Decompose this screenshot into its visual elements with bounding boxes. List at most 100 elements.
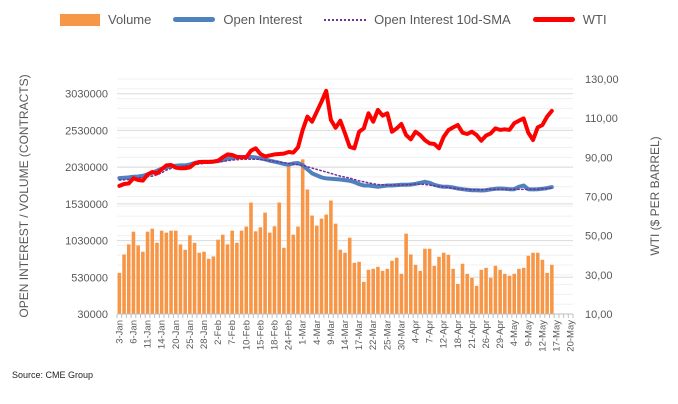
x-tick-label: 24-Feb (284, 320, 295, 350)
volume-bar (498, 269, 502, 314)
series-lines (117, 88, 554, 193)
volume-bars (117, 159, 554, 314)
volume-bar (394, 257, 399, 314)
volume-bar (526, 255, 531, 314)
volume-bar (390, 260, 394, 314)
legend-label: Volume (108, 12, 152, 27)
legend-swatch-volume (60, 13, 100, 26)
volume-bar (169, 230, 173, 314)
volume-bar (503, 273, 507, 314)
volume-bar (315, 225, 319, 314)
y-tick-label: 30000 (77, 309, 108, 321)
x-tick-label: 2-Feb (213, 320, 224, 345)
x-tick-label: 17-May (552, 320, 563, 352)
legend-label: Open Interest (223, 12, 303, 27)
volume-bar (230, 230, 234, 314)
x-tick-label: 10-Feb (241, 320, 252, 350)
volume-bar (263, 212, 267, 314)
wti-line (117, 88, 554, 188)
volume-bar (117, 272, 122, 314)
volume-bar (150, 228, 155, 314)
volume-bar (122, 254, 126, 314)
volume-bar (211, 256, 216, 314)
x-tick-label: 30-Mar (396, 320, 407, 350)
volume-bar (258, 227, 263, 314)
volume-bar (474, 285, 479, 314)
volume-bar (550, 264, 554, 314)
volume-bar (183, 249, 187, 314)
x-tick-label: 21-Apr (467, 320, 478, 349)
volume-bar (423, 248, 427, 314)
volume-bar (512, 273, 517, 314)
volume-bar (235, 242, 239, 314)
volume-bar (338, 249, 343, 314)
volume-bar (376, 266, 380, 314)
volume-bar (324, 214, 328, 314)
volume-bar (521, 267, 526, 314)
legend-swatch-open-interest (173, 17, 216, 22)
y-tick-label: 1530000 (65, 199, 108, 211)
volume-bar (202, 251, 206, 314)
volume-bar (178, 244, 183, 314)
volume-bar (432, 265, 437, 314)
volume-bar (310, 215, 314, 314)
volume-bar (385, 268, 390, 314)
x-tick-label: 26-Apr (481, 320, 492, 349)
x-tick-label: 9-Mar (326, 320, 337, 345)
volume-bar (446, 254, 451, 314)
x-tick-label: 28-Jan (199, 320, 210, 349)
volume-bar (225, 244, 230, 314)
x-tick-label: 14-Mar (340, 320, 351, 350)
volume-bar (352, 262, 357, 314)
volume-bar (380, 270, 385, 314)
volume-bar (206, 258, 211, 314)
volume-bar (441, 252, 446, 314)
volume-bar (517, 268, 521, 314)
volume-bar (197, 252, 202, 314)
volume-bar (366, 269, 371, 314)
x-tick-label: 20-Jan (171, 320, 182, 349)
volume-bar (484, 267, 488, 314)
volume-bar (192, 242, 197, 314)
volume-bar (305, 189, 310, 314)
x-tick-label: 7-Feb (227, 320, 238, 345)
x-tick-label: 6-Jan (128, 320, 139, 344)
x-tick-label: 14-Jan (157, 320, 168, 349)
x-tick-label: 17-Mar (354, 320, 365, 350)
volume-bar (249, 202, 253, 314)
volume-bar (300, 159, 305, 314)
volume-bar (488, 277, 493, 314)
volume-bar (470, 277, 474, 314)
y2-tick-label: 70,00 (585, 192, 613, 204)
volume-bar (545, 272, 549, 314)
volume-bar (216, 239, 220, 314)
volume-bar (164, 232, 169, 314)
volume-bar (126, 244, 131, 314)
x-tick-label: 22-Mar (368, 320, 379, 350)
volume-bar (155, 242, 159, 314)
y-tick-label: 1030000 (65, 236, 108, 248)
x-tick-label: 25-Jan (185, 320, 196, 349)
legend-swatch-wti (532, 17, 575, 22)
x-tick-label: 12-May (537, 320, 548, 352)
legend-item-wti: WTI (532, 12, 607, 27)
volume-bar (319, 218, 324, 314)
x-tick-label: 12-Apr (439, 320, 450, 349)
volume-bar (456, 283, 460, 314)
x-tick-label: 1-Mar (298, 320, 309, 345)
chart-legend: Volume Open Interest Open Interest 10d-S… (60, 12, 629, 27)
volume-bar (333, 223, 338, 314)
volume-bar (188, 235, 192, 314)
volume-bar (159, 230, 164, 314)
volume-bar (460, 263, 465, 314)
volume-bar (244, 226, 249, 314)
y2-axis-title: WTI ($ PER BARREL) (648, 136, 662, 255)
volume-bar (343, 252, 347, 314)
y-tick-label: 530000 (71, 272, 108, 284)
x-tick-label: 18-Feb (269, 320, 280, 350)
x-tick-label: 4-Apr (411, 320, 422, 343)
x-tick-label: 4-May (509, 320, 520, 347)
volume-bar (173, 230, 178, 314)
y2-tick-label: 90,00 (585, 152, 613, 164)
